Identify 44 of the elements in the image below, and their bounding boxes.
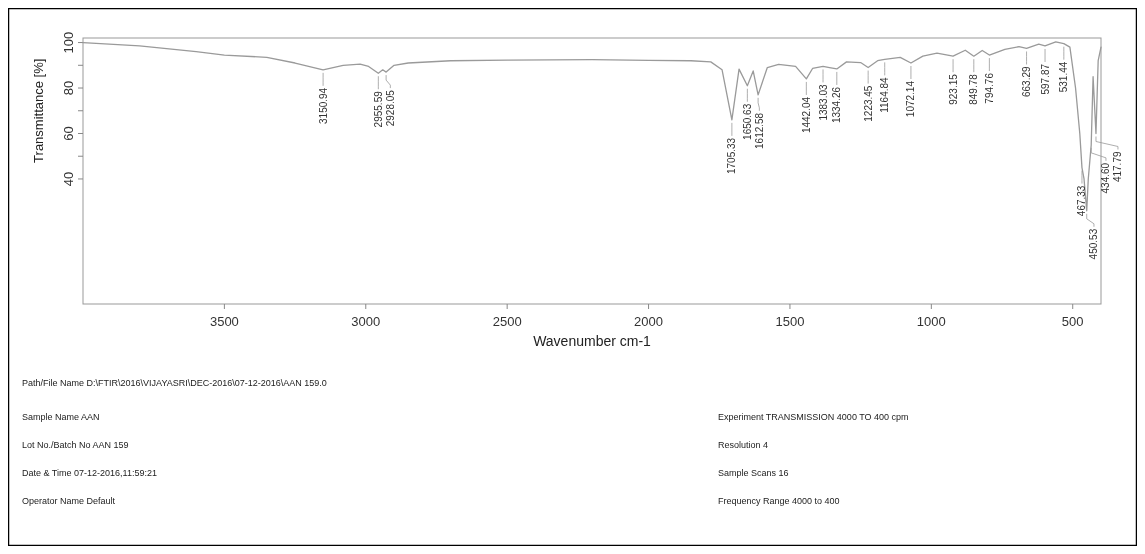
annotation: 434.60 xyxy=(1100,162,1112,194)
x-tick-label: 3500 xyxy=(209,314,239,329)
text: Sample Scans 16 xyxy=(718,468,789,478)
annotation: 663.29 xyxy=(1021,66,1033,98)
annotation: 923.15 xyxy=(947,73,959,105)
annotation: 1442.04 xyxy=(800,96,812,134)
y-tick-label: 40 xyxy=(61,171,76,187)
y-axis-title: Transmittance [%] xyxy=(31,58,46,163)
x-axis-title: Wavenumber cm-1 xyxy=(533,333,652,349)
annotation: 1072.14 xyxy=(905,80,917,118)
annotation: 450.53 xyxy=(1088,228,1100,260)
x-tick-label: 2000 xyxy=(634,314,664,329)
annotation: 467.33 xyxy=(1076,185,1088,217)
annotation: 849.78 xyxy=(968,73,980,105)
text: Resolution 4 xyxy=(718,440,769,450)
text: Date & Time 07-12-2016,11:59:21 xyxy=(22,468,157,478)
x-tick-label: 1000 xyxy=(916,314,946,329)
text: Lot No./Batch No AAN 159 xyxy=(22,440,129,450)
annotation: 2928.05 xyxy=(384,89,396,127)
text: Frequency Range 4000 to 400 xyxy=(718,496,840,506)
text: Path/File Name D:\FTIR\2016\VIJAYASRI\DEC-2016\07-12-2016\AAN 159.0 xyxy=(22,378,327,388)
annotation: 1164.84 xyxy=(879,76,891,113)
annotation: 3150.94 xyxy=(317,87,329,124)
x-tick-label: 1500 xyxy=(775,314,805,329)
annotation: 1383.03 xyxy=(817,83,829,121)
x-tick-label: 500 xyxy=(1061,314,1084,329)
annotation: 2955.59 xyxy=(372,90,384,128)
y-tick-label: 80 xyxy=(61,80,76,96)
annotation: 794.76 xyxy=(983,72,995,104)
annotation: 597.87 xyxy=(1039,63,1051,95)
y-tick-label: 100 xyxy=(61,31,76,54)
annotation: 1334.26 xyxy=(831,86,843,124)
annotation: 1612.58 xyxy=(753,112,765,149)
text: Sample Name AAN xyxy=(22,412,100,422)
x-tick-label: 2500 xyxy=(492,314,522,329)
annotation: 1650.63 xyxy=(741,103,753,140)
annotation: 1223.45 xyxy=(862,85,874,122)
text: Experiment TRANSMISSION 4000 TO 400 cpm xyxy=(718,412,909,422)
annotation: 531.44 xyxy=(1058,61,1070,93)
text: Operator Name Default xyxy=(22,496,116,506)
x-tick-label: 3000 xyxy=(351,314,381,329)
annotation: 417.79 xyxy=(1112,151,1124,183)
y-tick-label: 60 xyxy=(61,126,76,141)
annotation: 1705.33 xyxy=(726,137,738,174)
